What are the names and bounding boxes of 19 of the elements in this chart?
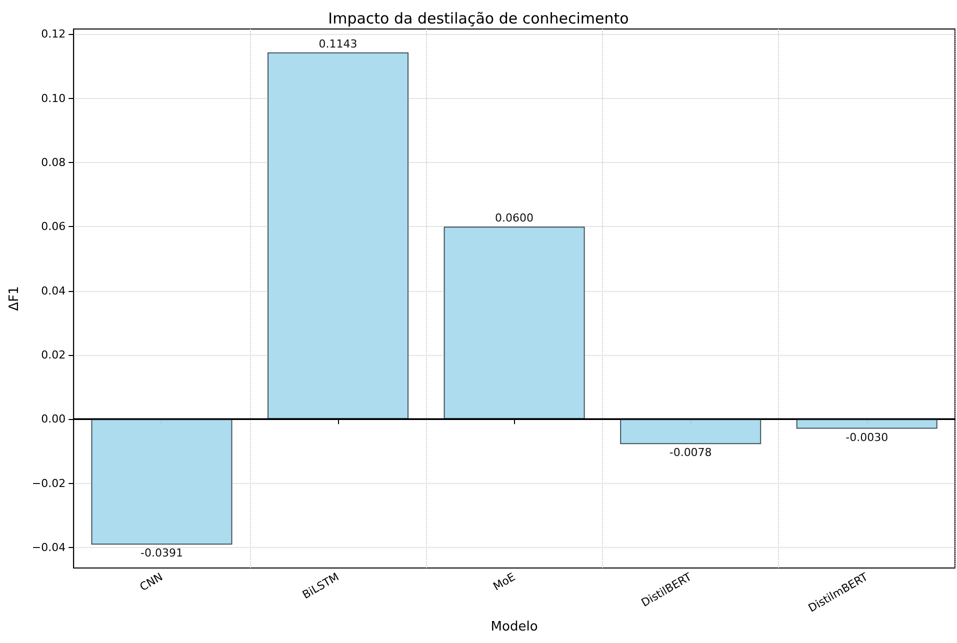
y-tick-label: −0.04 [32,540,66,554]
data-label: -0.0030 [846,430,888,444]
y-tick-label: 0.10 [41,92,66,105]
x-tick-label: MoE [491,570,518,594]
x-axis-title: Modelo [490,619,538,634]
y-tick-label: 0.00 [41,412,66,426]
y-tick-label: −0.02 [32,476,66,490]
y-axis-title: ΔF1 [7,286,22,311]
data-label: 0.1143 [318,37,358,50]
y-tick-label: 0.08 [41,156,66,169]
y-tick-label: 0.06 [41,220,66,234]
data-label: 0.0600 [495,212,534,225]
data-label: -0.0078 [669,446,712,460]
y-tick-label: 0.04 [41,284,66,298]
x-tick-label: CNN [138,570,165,594]
data-label: -0.0391 [140,546,183,560]
y-tick-label: 0.12 [41,28,66,41]
y-tick-label: 0.02 [41,348,66,362]
chart-title: Impacto da destilação de conhecimento [328,10,629,28]
